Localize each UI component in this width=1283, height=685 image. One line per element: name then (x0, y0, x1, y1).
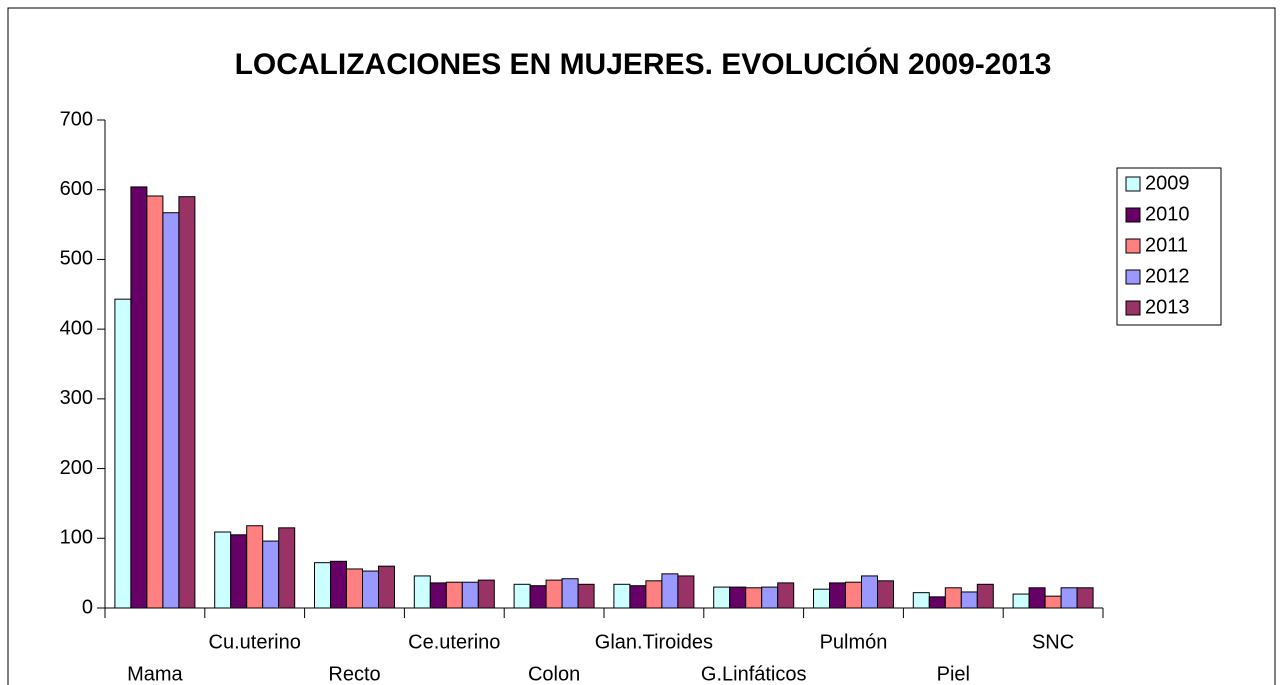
bar (346, 568, 363, 609)
bar (413, 575, 431, 609)
bar (877, 580, 894, 609)
bar (813, 588, 830, 609)
bar (178, 196, 196, 609)
y-tick-label: 600 (60, 178, 93, 200)
bar (861, 575, 878, 609)
bar (1076, 587, 1094, 609)
bar (1028, 587, 1046, 609)
bar (613, 583, 631, 609)
y-tick-label: 500 (60, 248, 93, 270)
bar (278, 527, 296, 609)
bar (912, 592, 930, 609)
legend-label: 2010 (1145, 203, 1190, 225)
bar (561, 578, 579, 609)
x-tick-label: Piel (937, 663, 970, 685)
bar (761, 586, 779, 609)
bar (362, 570, 379, 609)
bar (1044, 595, 1062, 609)
bar (960, 591, 978, 609)
bar (214, 531, 232, 609)
legend-label: 2009 (1145, 172, 1190, 194)
bar (777, 582, 795, 609)
x-tick-label: Colon (528, 663, 580, 685)
y-tick-label: 700 (60, 108, 93, 130)
bar (513, 583, 531, 609)
bar (629, 585, 647, 609)
bar (928, 596, 946, 609)
y-tick-label: 400 (60, 317, 93, 339)
bar (677, 575, 695, 609)
bar (976, 583, 994, 609)
x-tick-label: Recto (328, 663, 380, 685)
bar (545, 579, 563, 609)
bar (645, 580, 663, 609)
legend-label: 2011 (1145, 234, 1188, 256)
bar (445, 581, 463, 609)
bar (378, 565, 395, 609)
bar (146, 195, 164, 609)
bar (262, 540, 280, 609)
y-tick-label: 100 (60, 527, 93, 549)
y-tick-label: 0 (82, 596, 93, 618)
chart-title: LOCALIZACIONES EN MUJERES. EVOLUCIÓN 200… (235, 47, 1052, 81)
y-tick-label: 200 (60, 457, 93, 479)
bar (429, 582, 447, 609)
bar (477, 579, 495, 609)
bar (162, 212, 180, 609)
bar (114, 298, 132, 609)
legend-swatch (1125, 269, 1141, 285)
bar (1060, 587, 1078, 609)
bar (845, 581, 862, 609)
bar (745, 587, 763, 609)
bar (461, 581, 479, 609)
legend-swatch (1125, 300, 1141, 316)
x-tick-label: SNC (1032, 631, 1074, 653)
bar (529, 585, 547, 609)
bar (230, 534, 248, 609)
x-tick-label: G.Linfáticos (701, 663, 807, 685)
chart-border (7, 7, 1276, 685)
bar (577, 583, 595, 609)
bar (314, 562, 331, 609)
bar (944, 587, 962, 609)
x-tick-label: Ce.uterino (408, 631, 500, 653)
x-tick-label: Mama (127, 663, 183, 685)
legend-swatch (1125, 238, 1141, 254)
legend-swatch (1125, 176, 1141, 192)
bar (713, 586, 731, 609)
x-tick-label: Pulmón (820, 631, 888, 653)
x-tick-label: Glan.Tiroides (595, 631, 713, 653)
legend-label: 2013 (1145, 296, 1190, 318)
bar (661, 573, 679, 609)
bar (130, 186, 148, 609)
x-tick-label: Cu.uterino (209, 631, 301, 653)
bar (246, 525, 264, 609)
y-tick-label: 300 (60, 387, 93, 409)
bar (829, 582, 846, 609)
bar (1012, 593, 1030, 609)
bar (729, 586, 747, 609)
legend-swatch (1125, 207, 1141, 223)
legend-label: 2012 (1145, 265, 1190, 287)
bar (330, 560, 347, 609)
